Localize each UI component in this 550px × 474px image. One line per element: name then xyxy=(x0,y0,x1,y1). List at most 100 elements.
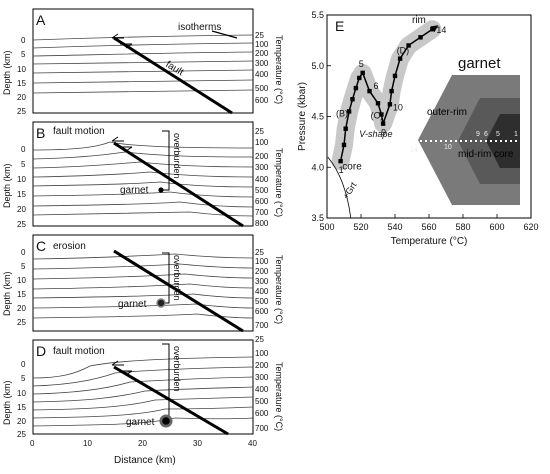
svg-text:500: 500 xyxy=(255,297,269,306)
y-tick-label-2: 4.5 xyxy=(311,112,324,122)
panel-b-garnet-dot xyxy=(158,187,164,193)
panel-d-slip-arrow-icon xyxy=(111,360,124,366)
panel-b-frame xyxy=(32,121,254,227)
svg-text:100: 100 xyxy=(255,349,269,358)
x-tick-label-1: 520 xyxy=(353,222,368,232)
inset-core-label: core xyxy=(494,149,514,160)
svg-text:25: 25 xyxy=(255,248,264,257)
pt-point-18 xyxy=(418,35,423,40)
svg-text:10: 10 xyxy=(17,65,26,74)
svg-text:20: 20 xyxy=(17,93,26,102)
svg-text:100: 100 xyxy=(255,257,269,266)
pt-point-7 xyxy=(357,75,362,81)
pt-point-14 xyxy=(389,88,394,94)
grt-isograd-line xyxy=(327,156,352,219)
svg-text:400: 400 xyxy=(255,287,269,296)
svg-text:5: 5 xyxy=(21,262,26,271)
svg-text:300: 300 xyxy=(255,163,269,172)
svg-text:15: 15 xyxy=(17,290,26,299)
panel-c: C erosion overburden garnet 0 5 10 15 20… xyxy=(2,234,284,333)
pt-point-label: 1 xyxy=(339,165,344,175)
pt-point-label: 5 xyxy=(359,59,364,69)
pt-point-4 xyxy=(346,109,352,114)
panel-c-title: erosion xyxy=(53,241,86,252)
e-y-axis-label: Pressure (kbar) xyxy=(297,82,308,151)
pt-point-16 xyxy=(397,56,403,61)
panel-d-slip-arrow-lower-icon xyxy=(120,370,133,376)
panel-d-depth-ticks: 0 5 10 15 20 25 xyxy=(17,360,26,439)
y-tick-label-1: 4.0 xyxy=(311,162,324,172)
svg-text:400: 400 xyxy=(255,175,269,184)
svg-text:10: 10 xyxy=(17,276,26,285)
svg-text:10: 10 xyxy=(17,389,26,398)
panel-b-isotherms xyxy=(32,141,254,217)
svg-text:25: 25 xyxy=(255,31,264,40)
svg-text:600: 600 xyxy=(255,96,269,105)
pt-point-8 xyxy=(360,70,365,76)
svg-text:500: 500 xyxy=(255,186,269,195)
pt-point-17 xyxy=(406,43,411,48)
svg-text:0: 0 xyxy=(21,36,26,45)
svg-text:20: 20 xyxy=(17,417,26,426)
svg-text:25: 25 xyxy=(17,318,26,327)
svg-text:10: 10 xyxy=(17,175,26,184)
svg-text:0: 0 xyxy=(21,248,26,257)
garnet-inset xyxy=(400,75,530,205)
panel-d-temp-axis-label: Temperature (°C) xyxy=(274,362,284,431)
panel-c-isotherms xyxy=(32,253,254,319)
inset-title: garnet xyxy=(458,55,501,72)
panel-d-garnet-dot xyxy=(162,417,170,425)
svg-text:0: 0 xyxy=(30,439,35,448)
panel-d-title: fault motion xyxy=(53,346,105,357)
panel-e-letter: E xyxy=(335,18,344,34)
svg-text:100: 100 xyxy=(255,40,269,49)
pt-point-1 xyxy=(338,158,343,164)
svg-text:300: 300 xyxy=(255,373,269,382)
isotherms-pointer xyxy=(211,30,238,39)
svg-text:6: 6 xyxy=(484,131,488,138)
pt-point-19 xyxy=(430,27,435,32)
y-tick-label-4: 5.5 xyxy=(311,10,324,20)
svg-text:9: 9 xyxy=(476,131,480,138)
svg-text:40: 40 xyxy=(248,439,257,448)
panel-b-fault-line xyxy=(113,141,244,228)
svg-text:200: 200 xyxy=(255,152,269,161)
svg-text:700: 700 xyxy=(255,208,269,217)
y-tick-label-0: 3.5 xyxy=(311,213,324,223)
svg-text:10: 10 xyxy=(83,439,92,448)
pt-path-arrowhead-icon xyxy=(430,25,439,33)
grt-isograd-label: +Grt xyxy=(341,180,359,201)
svg-text:600: 600 xyxy=(255,197,269,206)
panel-d-fault-line xyxy=(113,365,229,436)
svg-text:200: 200 xyxy=(255,267,269,276)
panel-c-depth-axis-label: Depth (km) xyxy=(2,271,12,316)
svg-text:10: 10 xyxy=(444,144,452,151)
svg-text:25: 25 xyxy=(17,430,26,439)
svg-text:0: 0 xyxy=(21,360,26,369)
panel-c-garnet-dot xyxy=(156,298,166,308)
svg-text:500: 500 xyxy=(255,84,269,93)
pt-point-label: 6 xyxy=(374,81,379,91)
pt-point-label: 9 xyxy=(381,128,386,138)
panel-a-fault-line xyxy=(113,36,233,115)
panel-a-depth-ticks: 0 5 10 15 20 25 xyxy=(17,36,26,116)
svg-text:5: 5 xyxy=(21,160,26,169)
pt-point-label: 10 xyxy=(393,102,403,112)
panel-d-overburden-label: overburden xyxy=(172,346,182,392)
pt-point-5 xyxy=(350,97,355,102)
y-tick-label-3: 5.0 xyxy=(311,61,324,71)
panel-a-slip-arrow-lower-icon xyxy=(120,43,133,49)
inset-core-zone xyxy=(486,114,520,168)
svg-text:20: 20 xyxy=(17,304,26,313)
svg-text:600: 600 xyxy=(255,307,269,316)
panel-b-title: fault motion xyxy=(53,126,105,137)
svg-text:25: 25 xyxy=(255,127,264,136)
svg-text:700: 700 xyxy=(255,321,269,330)
panel-d-temp-ticks: 25 100 200 300 400 500 600 700 xyxy=(255,335,269,433)
svg-text:5: 5 xyxy=(21,50,26,59)
panel-d-isotherms xyxy=(32,356,254,427)
svg-text:500: 500 xyxy=(255,397,269,406)
panel-a-letter: A xyxy=(36,12,46,28)
panel-a: A isotherms fault 0 5 10 15 20 25 Depth … xyxy=(2,8,284,116)
